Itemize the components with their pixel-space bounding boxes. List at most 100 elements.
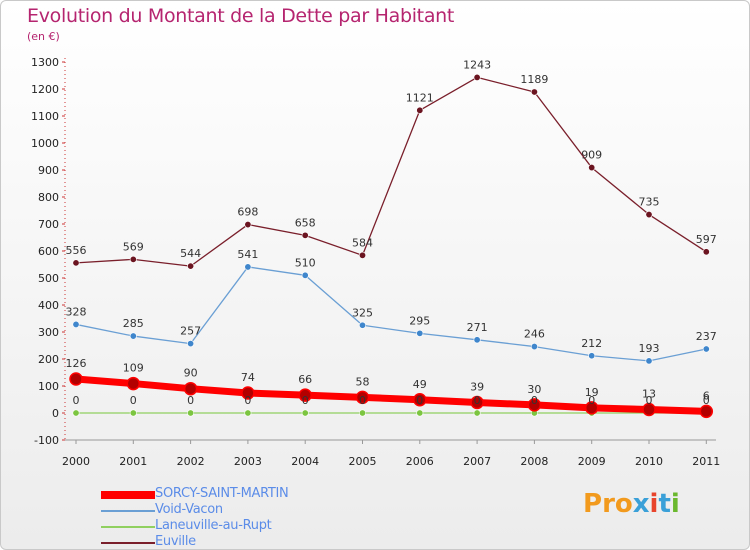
x-tick-label: 2001: [119, 455, 147, 468]
data-point-sorcy-saint-martin: [699, 404, 714, 419]
data-point-sorcy-saint-martin: [642, 402, 656, 417]
x-tick-label: 2010: [635, 455, 663, 468]
data-point-euville: [187, 262, 195, 270]
data-label-laneuville-au-rupt: 0: [302, 394, 309, 407]
data-point-euville: [588, 164, 596, 172]
data-label-euville: 569: [123, 240, 144, 253]
data-label-void-vacon: 295: [409, 314, 430, 327]
logo-letter: r: [602, 489, 615, 519]
data-label-void-vacon: 193: [639, 342, 660, 355]
data-point-euville: [530, 88, 538, 96]
y-tick-label: 1100: [31, 110, 59, 123]
x-tick-label: 2006: [406, 455, 434, 468]
series-line-sorcy-saint-martin: [72, 375, 710, 415]
data-label-euville: 658: [295, 216, 316, 229]
data-label-sorcy-saint-martin: 19: [585, 386, 599, 399]
data-label-sorcy-saint-martin: 90: [184, 367, 198, 380]
data-point-laneuville-au-rupt: [358, 409, 366, 417]
data-point-void-vacon: [473, 336, 481, 344]
legend-swatch: [101, 526, 155, 528]
data-point-void-vacon: [530, 343, 538, 351]
data-point-euville: [72, 259, 80, 267]
data-label-euville: 597: [696, 233, 717, 246]
data-point-void-vacon: [645, 357, 653, 365]
data-label-void-vacon: 237: [696, 330, 717, 343]
data-point-sorcy-saint-martin: [413, 393, 427, 407]
legend-swatch: [101, 510, 155, 512]
data-label-sorcy-saint-martin: 6: [703, 389, 710, 402]
x-tick-label: 2002: [177, 455, 205, 468]
data-point-void-vacon: [244, 263, 252, 271]
data-point-laneuville-au-rupt: [416, 409, 424, 417]
series-line-euville: [75, 76, 707, 267]
data-point-sorcy-saint-martin: [584, 401, 599, 415]
data-point-laneuville-au-rupt: [301, 409, 309, 417]
data-point-sorcy-saint-martin: [69, 372, 83, 386]
data-point-laneuville-au-rupt: [72, 409, 80, 417]
data-label-sorcy-saint-martin: 74: [241, 371, 255, 384]
data-point-laneuville-au-rupt: [187, 409, 195, 417]
data-label-euville: 556: [66, 244, 87, 257]
data-label-sorcy-saint-martin: 49: [413, 378, 427, 391]
data-label-sorcy-saint-martin: 58: [356, 375, 370, 388]
data-label-euville: 698: [237, 206, 258, 219]
data-point-euville: [244, 221, 252, 229]
data-label-euville: 1243: [463, 58, 491, 71]
data-label-laneuville-au-rupt: 0: [416, 394, 423, 407]
data-label-euville: 584: [352, 236, 373, 249]
logo-letter: o: [614, 489, 633, 519]
data-point-laneuville-au-rupt: [473, 409, 481, 417]
data-point-euville: [301, 231, 309, 239]
proxiti-logo: Proxiti: [583, 489, 680, 519]
data-point-laneuville-au-rupt: [129, 409, 137, 417]
data-label-laneuville-au-rupt: 0: [130, 394, 137, 407]
data-label-void-vacon: 212: [581, 337, 602, 350]
y-tick-label: 0: [52, 407, 59, 420]
data-point-laneuville-au-rupt: [244, 409, 252, 417]
logo-letter: P: [583, 489, 603, 519]
data-label-sorcy-saint-martin: 126: [66, 357, 87, 370]
data-label-sorcy-saint-martin: 39: [470, 380, 484, 393]
data-label-void-vacon: 328: [66, 305, 87, 318]
data-label-laneuville-au-rupt: 0: [244, 394, 251, 407]
data-point-sorcy-saint-martin: [298, 388, 312, 402]
y-tick-label: 700: [38, 218, 59, 231]
data-point-void-vacon: [358, 321, 366, 329]
data-point-sorcy-saint-martin: [183, 381, 198, 396]
data-label-laneuville-au-rupt: 0: [474, 394, 481, 407]
x-tick-label: 2011: [692, 455, 720, 468]
x-tick-label: 2009: [578, 455, 606, 468]
data-label-laneuville-au-rupt: 0: [646, 394, 653, 407]
data-label-void-vacon: 271: [467, 321, 488, 334]
data-label-sorcy-saint-martin: 109: [123, 362, 144, 375]
legend-label: Void-Vacon: [155, 502, 223, 517]
data-point-void-vacon: [416, 329, 424, 337]
logo-letter: i: [670, 489, 680, 519]
x-tick-label: 2005: [349, 455, 377, 468]
legend-label: Laneuville-au-Rupt: [155, 518, 272, 533]
logo-letter: i: [649, 489, 659, 519]
data-point-euville: [358, 251, 366, 259]
data-point-sorcy-saint-martin: [126, 376, 141, 391]
data-point-void-vacon: [72, 320, 80, 328]
data-point-sorcy-saint-martin: [470, 395, 484, 410]
y-tick-label: 400: [38, 299, 59, 312]
data-label-void-vacon: 325: [352, 306, 373, 319]
legend-swatch: [101, 491, 155, 499]
x-tick-label: 2008: [520, 455, 548, 468]
data-point-void-vacon: [187, 340, 195, 348]
y-tick-label: 1300: [31, 56, 59, 69]
data-point-void-vacon: [702, 345, 710, 353]
x-tick-label: 2004: [291, 455, 319, 468]
data-point-euville: [473, 73, 481, 81]
legend-label: SORCY-SAINT-MARTIN: [155, 486, 289, 501]
data-point-sorcy-saint-martin: [241, 386, 255, 400]
data-label-laneuville-au-rupt: 0: [187, 394, 194, 407]
data-point-void-vacon: [588, 352, 596, 360]
series-line-void-vacon: [75, 266, 707, 362]
x-tick-label: 2000: [62, 455, 90, 468]
data-label-void-vacon: 541: [237, 248, 258, 261]
y-tick-label: 500: [38, 272, 59, 285]
data-label-euville: 544: [180, 247, 201, 260]
